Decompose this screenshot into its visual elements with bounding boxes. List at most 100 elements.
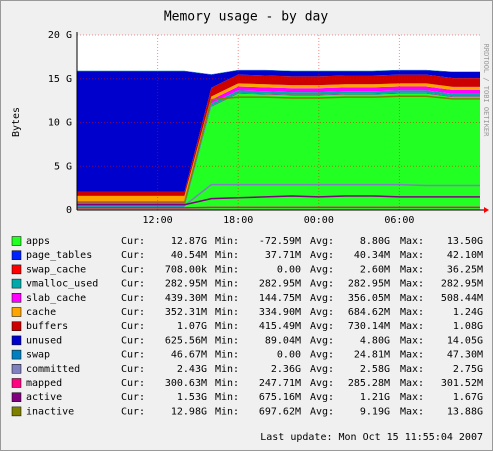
line (77, 95, 480, 204)
stat-value: 1.08G (453, 321, 483, 332)
stat-value: 9.19G (360, 406, 390, 417)
stat-value: 12.87G (171, 236, 207, 247)
stat-label: Cur: (121, 335, 145, 346)
stat-value: 13.88G (447, 406, 483, 417)
y-axis-label: Bytes (11, 107, 22, 137)
stat-value: 300.63M (165, 378, 207, 389)
legend-swatch (11, 307, 22, 317)
stat-value: 8.80G (360, 236, 390, 247)
stat-label: Cur: (121, 406, 145, 417)
legend-swatch (11, 406, 22, 417)
stat-value: 46.67M (171, 350, 207, 361)
stat-value: 684.62M (348, 307, 390, 318)
stat-label: Min: (215, 335, 239, 346)
stat-label: Avg: (310, 321, 334, 332)
stat-label: Max: (400, 335, 424, 346)
stat-value: 47.30M (447, 350, 483, 361)
area (77, 69, 480, 75)
stat-label: Avg: (310, 378, 334, 389)
legend-label: apps (26, 236, 50, 247)
stat-label: Cur: (121, 236, 145, 247)
stat-value: 4.80G (360, 335, 390, 346)
legend-label: buffers (26, 321, 68, 332)
stat-label: Max: (400, 264, 424, 275)
legend-label: mapped (26, 378, 62, 389)
stat-label: Max: (400, 236, 424, 247)
legend-label: vmalloc_used (26, 279, 98, 290)
stat-value: 282.95M (165, 279, 207, 290)
stat-value: 2.58G (360, 364, 390, 375)
stat-value: 1.53G (177, 392, 207, 403)
stat-value: 89.04M (265, 335, 301, 346)
line (77, 183, 480, 207)
stat-label: Cur: (121, 364, 145, 375)
chart-title: Memory usage - by day (164, 10, 329, 25)
stat-value: 334.90M (259, 307, 301, 318)
stat-value: 144.75M (259, 293, 301, 304)
legend-label: page_tables (26, 250, 92, 261)
stat-label: Cur: (121, 264, 145, 275)
legend-swatch (11, 335, 22, 346)
stat-value: 285.28M (348, 378, 390, 389)
stat-value: 42.10M (447, 250, 483, 261)
stat-value: 352.31M (165, 307, 207, 318)
stat-value: 1.24G (453, 307, 483, 318)
x-tick-label: 12:00 (143, 215, 173, 226)
legend-swatch (11, 321, 22, 331)
stat-value: 282.95M (441, 279, 483, 290)
stat-label: Avg: (310, 236, 334, 247)
stat-label: Cur: (121, 293, 145, 304)
stat-label: Min: (215, 293, 239, 304)
stat-value: 675.16M (259, 392, 301, 403)
stat-label: Max: (400, 250, 424, 261)
stat-value: 2.36G (271, 364, 301, 375)
stat-value: 697.62M (259, 406, 301, 417)
stat-value: 37.71M (265, 250, 301, 261)
stat-value: 708.00k (165, 264, 207, 275)
stat-value: 247.71M (259, 378, 301, 389)
stat-label: Avg: (310, 250, 334, 261)
stat-label: Max: (400, 307, 424, 318)
legend-swatch (11, 392, 22, 402)
stat-value: 625.56M (165, 335, 207, 346)
stat-label: Min: (215, 406, 239, 417)
stat-label: Avg: (310, 264, 334, 275)
stat-value: 24.81M (354, 350, 390, 361)
stat-label: Avg: (310, 293, 334, 304)
stat-value: 282.95M (348, 279, 390, 290)
stat-label: Avg: (310, 279, 334, 290)
stat-value: 301.52M (441, 378, 483, 389)
stat-label: Avg: (310, 364, 334, 375)
legend-swatch (11, 378, 22, 388)
stat-value: 2.75G (453, 364, 483, 375)
stat-value: 439.30M (165, 293, 207, 304)
stat-label: Max: (400, 279, 424, 290)
stat-value: -72.59M (259, 236, 301, 247)
stat-label: Cur: (121, 392, 145, 403)
stat-value: 40.34M (354, 250, 390, 261)
line (77, 195, 480, 206)
legend-swatch (11, 250, 22, 260)
x-tick-label: 06:00 (384, 215, 414, 226)
stat-value: 12.98G (171, 406, 207, 417)
stat-label: Avg: (310, 392, 334, 403)
stat-label: Min: (215, 364, 239, 375)
legend-label: active (26, 392, 62, 403)
legend-swatch (11, 349, 22, 360)
stat-label: Cur: (121, 321, 145, 332)
legend-swatch (11, 264, 22, 275)
area (77, 70, 480, 192)
stat-label: Min: (215, 350, 239, 361)
legend-swatch (11, 236, 22, 246)
stat-label: Cur: (121, 250, 145, 261)
legend-label: inactive (26, 406, 74, 417)
stat-label: Min: (215, 264, 239, 275)
y-tick-label: 15 G (48, 74, 72, 85)
x-tick-label: 00:00 (304, 215, 334, 226)
stat-label: Cur: (121, 350, 145, 361)
legend-swatch (11, 293, 22, 303)
legend-swatch (11, 364, 22, 374)
stat-label: Min: (215, 321, 239, 332)
legend-swatch (11, 278, 22, 289)
